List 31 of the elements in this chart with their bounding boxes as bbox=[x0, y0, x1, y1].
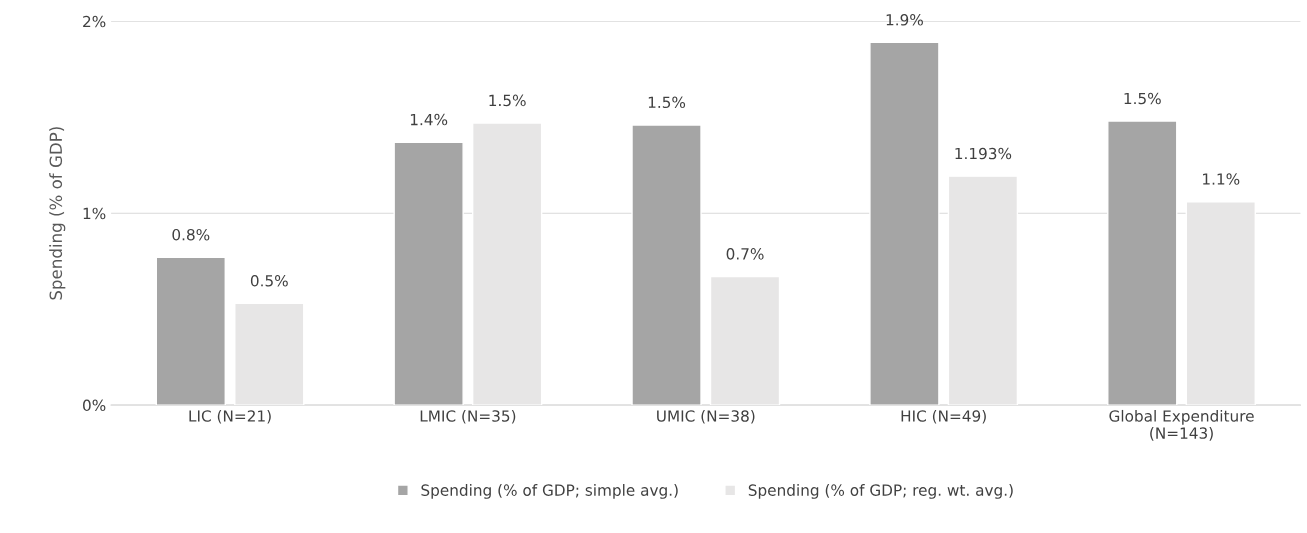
bar bbox=[709, 275, 781, 406]
x-tick-label: LIC (N=21) bbox=[189, 409, 271, 424]
y-axis-title: Spending (% of GDP) bbox=[49, 127, 66, 300]
data-label: 0.5% bbox=[250, 274, 288, 287]
data-label: 1.4% bbox=[410, 113, 448, 126]
legend-label: Spending (% of GDP; reg. wt. avg.) bbox=[748, 484, 1013, 499]
data-label: 0.8% bbox=[172, 228, 210, 241]
x-tick-label: Global Expenditure (N=143) bbox=[1109, 409, 1254, 441]
bar bbox=[631, 124, 702, 406]
y-tick-label: 2% bbox=[83, 15, 106, 28]
data-label: 1.1% bbox=[1203, 173, 1240, 185]
y-tick-label: 1% bbox=[83, 207, 106, 220]
data-label: 1.5% bbox=[648, 96, 686, 109]
x-tick-label: UMIC (N=38) bbox=[657, 409, 755, 424]
legend-label: Spending (% of GDP; simple avg.) bbox=[421, 484, 678, 499]
x-tick-label: LMIC (N=35) bbox=[420, 409, 516, 424]
data-label: 1.9% bbox=[886, 14, 923, 26]
data-label: 1.193% bbox=[955, 147, 1012, 160]
bar bbox=[155, 256, 226, 406]
bar bbox=[869, 41, 940, 406]
bar bbox=[471, 122, 543, 406]
data-label: 1.5% bbox=[489, 94, 526, 107]
bar bbox=[393, 141, 464, 406]
bar bbox=[1107, 120, 1178, 406]
bar bbox=[1185, 200, 1256, 406]
bar bbox=[947, 175, 1019, 406]
data-label: 0.7% bbox=[726, 248, 764, 260]
y-tick-label: 0% bbox=[83, 399, 106, 412]
data-label: 1.5% bbox=[1124, 92, 1161, 105]
x-tick-label: HIC (N=49) bbox=[901, 409, 986, 424]
bar bbox=[234, 302, 305, 406]
